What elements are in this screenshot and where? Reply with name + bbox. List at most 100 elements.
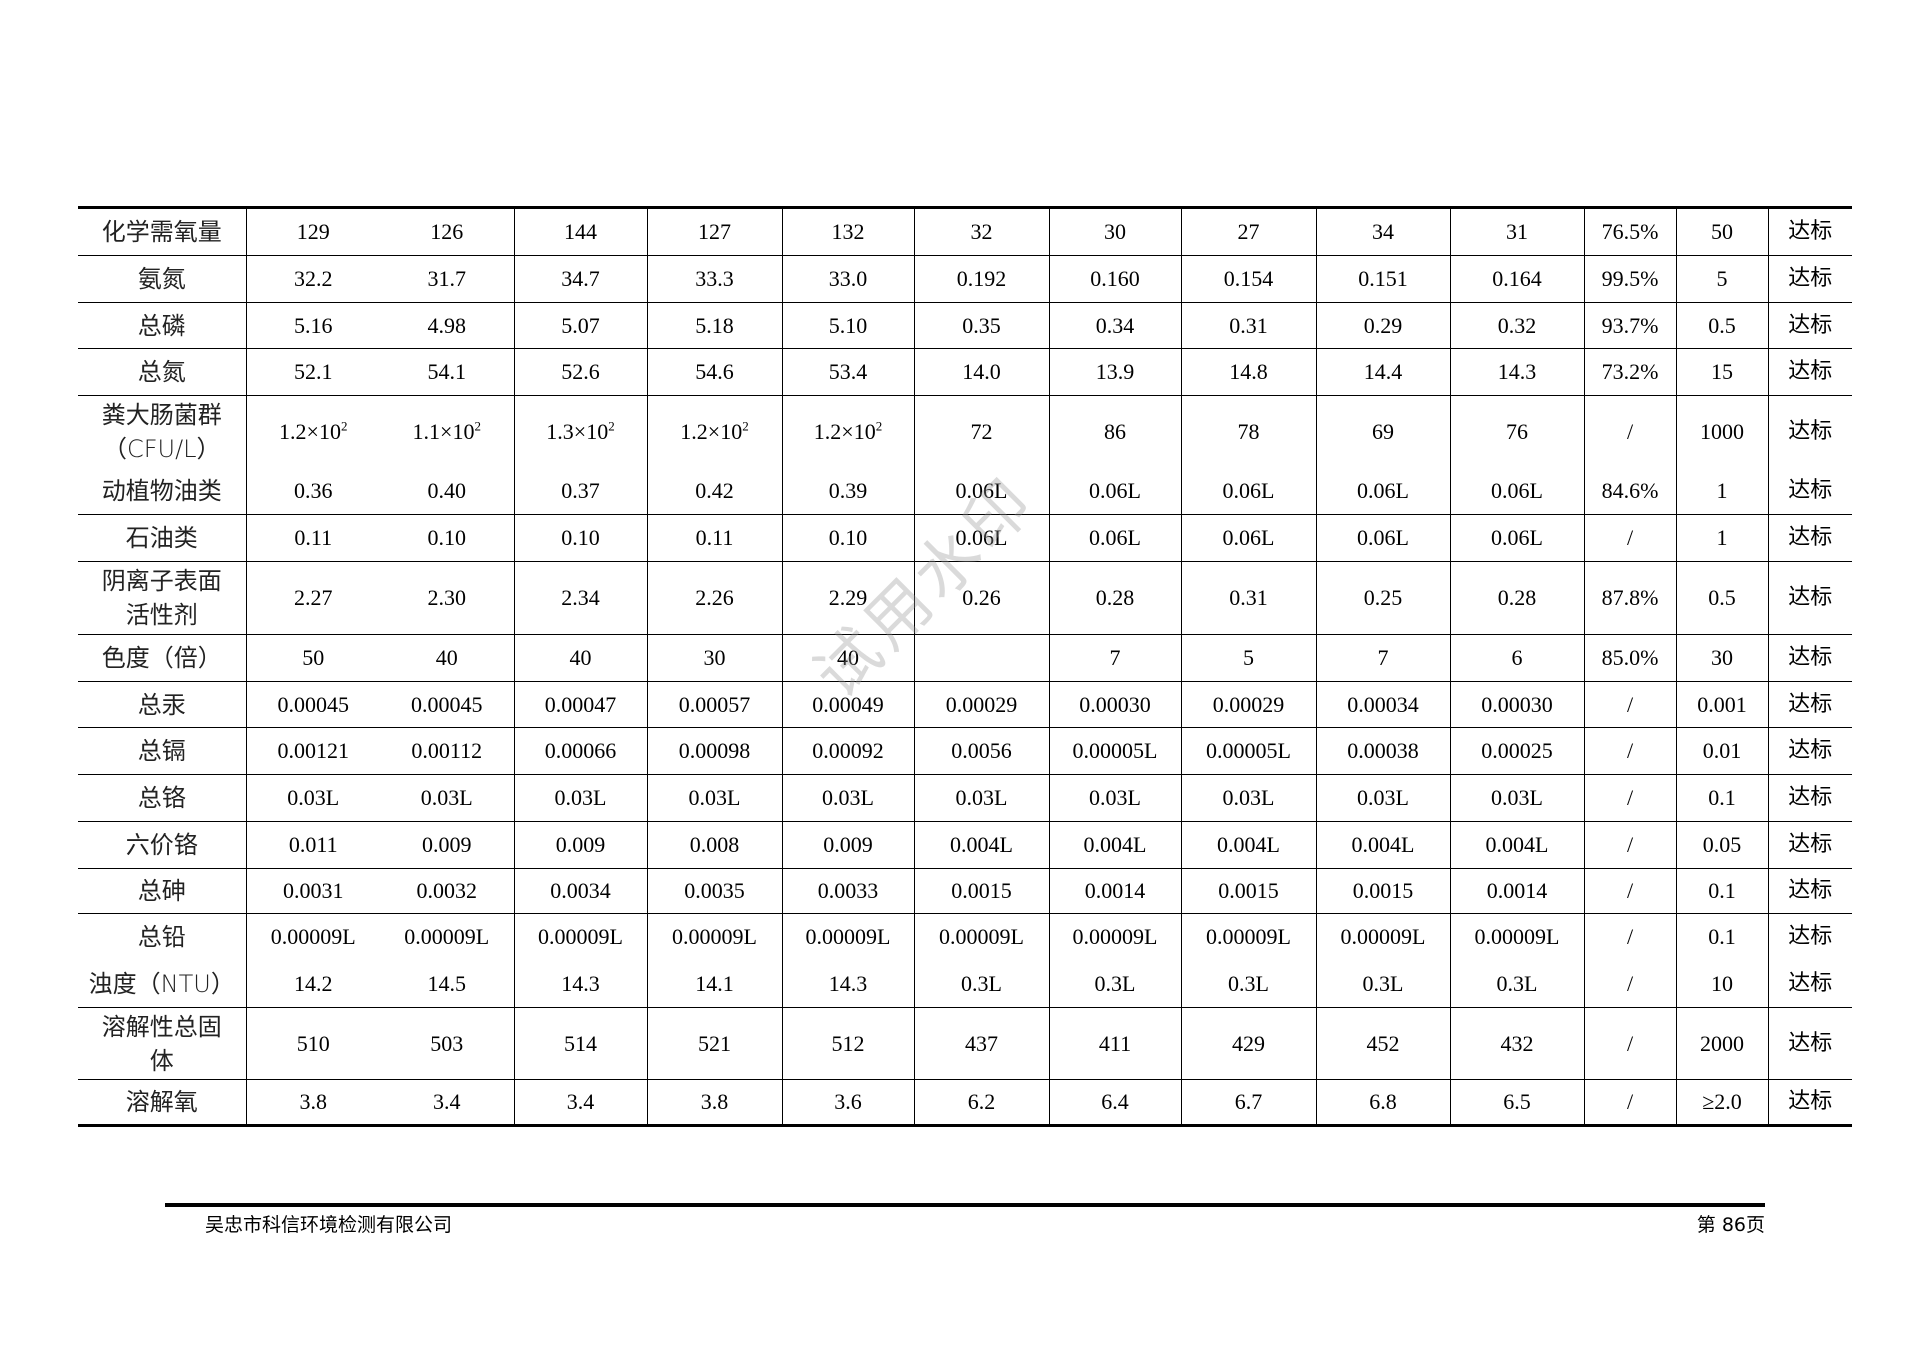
row-label: 总镉 [78, 727, 247, 775]
table-cell: 78 [1180, 395, 1317, 469]
table-cell: 达标 [1767, 395, 1852, 469]
footer-divider [165, 1203, 1765, 1207]
table-cell: 0.3L [1048, 960, 1182, 1008]
table-cell: 达标 [1767, 774, 1852, 822]
cell-base: 1.3×10 [546, 419, 609, 445]
table-cell: 0.05 [1675, 821, 1769, 869]
table-cell: 0.3L [1315, 960, 1451, 1008]
table-cell: 93.7% [1583, 302, 1677, 349]
table-cell: 0.03L [913, 774, 1050, 822]
table-cell: 10 [1675, 960, 1769, 1008]
table-cell: 0.03L [1449, 774, 1585, 822]
table-cell: 6.5 [1449, 1079, 1585, 1126]
row-label-line: 总铅 [137, 923, 186, 952]
table-cell: 达标 [1767, 514, 1852, 562]
table-cell: 0.008 [646, 821, 783, 869]
row-label: 总砷 [78, 868, 247, 914]
table-cell: 5.07 [513, 302, 648, 349]
table-cell: 0.06L [1180, 468, 1317, 515]
table-cell: 14.1 [646, 960, 783, 1008]
table-row: 总砷 0.0031 0.0032 0.0034 0.0035 0.0033 0.0015 0.… [78, 868, 1852, 914]
table-cell: 4.98 [380, 302, 515, 349]
table-cell: 0.34 [1048, 302, 1182, 349]
row-label: 浊度（NTU） [78, 960, 247, 1008]
table-cell: 40 [781, 634, 915, 682]
table-cell: 0.151 [1315, 255, 1451, 303]
table-row: 总汞 0.00045 0.00045 0.00047 0.00057 0.00049 0.0… [78, 681, 1852, 728]
table-cell: 452 [1315, 1007, 1451, 1080]
table-cell: 0.1 [1675, 913, 1769, 961]
table-cell: 0.03L [646, 774, 783, 822]
table-cell: 0.009 [380, 821, 515, 869]
table-cell: 2.34 [513, 561, 648, 635]
row-label-line: 浊度（NTU） [88, 969, 235, 998]
table-cell: 7 [1048, 634, 1182, 682]
table-cell: 54.6 [646, 348, 783, 396]
footer-company: 吴忠市科信环境检测有限公司 [205, 1214, 453, 1236]
table-cell: 52.1 [245, 348, 380, 396]
table-cell: 1.1×102 [380, 395, 515, 469]
table-cell: 0.06L [1315, 468, 1451, 515]
table-cell: 0.31 [1180, 561, 1317, 635]
table-cell: 6.4 [1048, 1079, 1182, 1126]
table-cell: / [1583, 395, 1677, 469]
table-cell: 53.4 [781, 348, 915, 396]
table-row: 总氮 52.1 54.1 52.6 54.6 53.4 14.0 13.9 14.8 14.4 14… [78, 348, 1852, 396]
table-cell: 0.0056 [913, 727, 1050, 775]
row-label: 色度（倍） [78, 634, 247, 682]
table-cell: 429 [1180, 1007, 1317, 1080]
table-row: 六价铬 0.011 0.009 0.009 0.008 0.009 0.004L 0.004L… [78, 821, 1852, 869]
table-cell: 0.0014 [1449, 868, 1585, 914]
cell-base: 1.2×10 [813, 419, 876, 445]
row-label-line: 色度（倍） [101, 644, 222, 672]
table-cell: 521 [646, 1007, 783, 1080]
table-cell: 达标 [1767, 868, 1852, 914]
table-cell: 达标 [1767, 348, 1852, 396]
table-cell: 73.2% [1583, 348, 1677, 396]
table-cell: 达标 [1767, 207, 1852, 256]
table-cell: 0.00009L [913, 913, 1050, 961]
table-cell: 0.011 [245, 821, 380, 869]
row-label-line: （CFU/L） [102, 435, 221, 464]
table-cell: 0.00029 [1180, 681, 1317, 728]
table-cell: 0.10 [380, 514, 515, 562]
table-cell: 0.06L [1048, 468, 1182, 515]
table-cell: 达标 [1767, 1079, 1852, 1126]
table-cell: 0.00009L [1048, 913, 1182, 961]
table-cell: 达标 [1767, 561, 1852, 635]
table-cell: 0.0034 [513, 868, 648, 914]
table-cell: ≥2.0 [1675, 1079, 1769, 1126]
table-cell: 3.6 [781, 1079, 915, 1126]
table-row: 溶解性总固体 510 503 514 521 512 437 411 429 452 432/200… [78, 1007, 1852, 1080]
table-cell: 0.00009L [1449, 913, 1585, 961]
table-cell: 0.00047 [513, 681, 648, 728]
table-cell: 0.01 [1675, 727, 1769, 775]
row-label: 总氮 [78, 348, 247, 396]
table-cell: 2.30 [380, 561, 515, 635]
table-cell: 3.4 [513, 1079, 648, 1126]
table-cell: 0.164 [1449, 255, 1585, 303]
table-cell: 0.03L [380, 774, 515, 822]
table-row: 化学需氧量 129 126 144 127 132 32 30 27 34 31 76.5% 50 达标 [78, 207, 1852, 256]
table-cell: 0.160 [1048, 255, 1182, 303]
table-cell: / [1583, 960, 1677, 1008]
table-cell: 31 [1449, 207, 1585, 256]
table-cell: 0.11 [245, 514, 380, 562]
table-cell: 69 [1315, 395, 1451, 469]
row-label-line: 总氮 [137, 358, 186, 386]
row-label-line: 粪大肠菌群 [101, 401, 222, 430]
table-cell: 14.5 [380, 960, 515, 1008]
table-cell: 达标 [1767, 960, 1852, 1008]
table-cell: / [1583, 774, 1677, 822]
table-cell: 0.004L [913, 821, 1050, 869]
table-cell: / [1583, 1007, 1677, 1080]
table-cell: 5.10 [781, 302, 915, 349]
table-cell: 76.5% [1583, 207, 1677, 256]
table-cell: 0.29 [1315, 302, 1451, 349]
table-cell: 0.31 [1180, 302, 1317, 349]
table-cell: 3.4 [380, 1079, 515, 1126]
table-cell: 0.00112 [380, 727, 515, 775]
table-cell: 0.26 [913, 561, 1050, 635]
table-cell: 0.00121 [245, 727, 380, 775]
table-cell: 0.5 [1675, 561, 1769, 635]
